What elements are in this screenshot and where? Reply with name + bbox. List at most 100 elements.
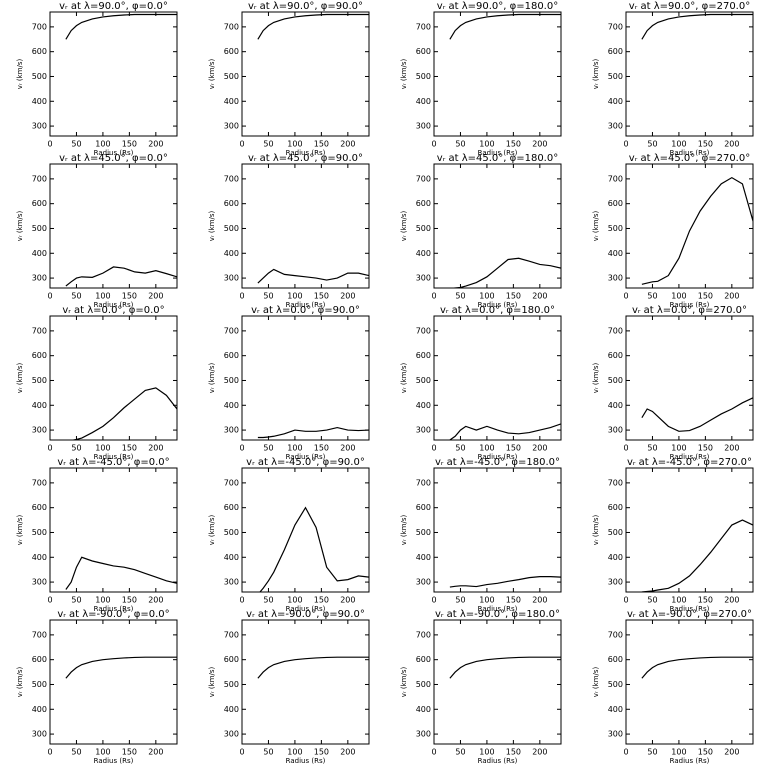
- data-line: [257, 426, 369, 439]
- data-line: [257, 656, 369, 679]
- panel: vᵣ at λ=0.0°, φ=90.0° 300 400 500 600 700 0 50 1…: [208, 305, 370, 461]
- y-tick-label: 600: [32, 503, 47, 512]
- y-tick-label: 300: [608, 730, 623, 739]
- y-tick-label: 500: [416, 376, 431, 385]
- x-tick-label: 200: [340, 140, 355, 149]
- panel: vᵣ at λ=-90.0°, φ=270.0° 300 400 500 600 700 0…: [592, 609, 754, 765]
- y-tick-label: 400: [32, 553, 47, 562]
- data-line: [257, 268, 369, 284]
- y-tick-label: 700: [32, 478, 47, 487]
- y-tick-label: 700: [224, 630, 239, 639]
- panel: vᵣ at λ=-45.0°, φ=270.0° 300 400 500 600 700 0…: [592, 457, 754, 613]
- x-tick-label: 150: [314, 596, 329, 605]
- y-tick-label: 400: [416, 401, 431, 410]
- y-tick-label: 500: [608, 72, 623, 81]
- x-axis-label: Radius (Rs): [286, 605, 326, 613]
- x-tick-label: 150: [506, 292, 521, 301]
- x-tick-label: 0: [431, 596, 436, 605]
- x-tick-label: 50: [455, 596, 465, 605]
- plot-frame: [49, 315, 178, 441]
- y-tick-label: 700: [224, 478, 239, 487]
- x-tick-label: 150: [698, 292, 713, 301]
- panel-title: vᵣ at λ=45.0°, φ=90.0°: [248, 153, 363, 164]
- x-tick-label: 150: [506, 596, 521, 605]
- y-tick-label: 300: [416, 426, 431, 435]
- y-axis-label: vᵣ (km/s): [592, 58, 600, 89]
- x-tick-label: 0: [47, 748, 52, 757]
- x-axis-label: Radius (Rs): [94, 453, 134, 461]
- x-tick-label: 50: [71, 444, 81, 453]
- y-tick-label: 700: [224, 326, 239, 335]
- y-tick-label: 400: [224, 97, 239, 106]
- data-line: [449, 576, 561, 588]
- x-tick-label: 50: [647, 596, 657, 605]
- y-tick-label: 400: [608, 249, 623, 258]
- plot-frame: [625, 467, 754, 593]
- y-tick-label: 600: [224, 199, 239, 208]
- y-axis-label: vᵣ (km/s): [592, 666, 600, 697]
- y-tick-label: 300: [416, 122, 431, 131]
- x-tick-label: 200: [340, 748, 355, 757]
- y-tick-label: 700: [608, 22, 623, 31]
- x-tick-label: 0: [431, 444, 436, 453]
- y-tick-label: 400: [224, 553, 239, 562]
- y-axis-label: vᵣ (km/s): [592, 514, 600, 545]
- plot-frame: [433, 467, 562, 593]
- plot-frame: [433, 11, 562, 137]
- x-tick-label: 50: [647, 140, 657, 149]
- y-tick-label: 400: [416, 553, 431, 562]
- plot-frame: [625, 11, 754, 137]
- x-tick-label: 50: [647, 444, 657, 453]
- x-axis-label: Radius (Rs): [670, 757, 710, 765]
- data-line: [449, 656, 561, 679]
- y-axis-label: vᵣ (km/s): [400, 362, 408, 393]
- y-axis-label: vᵣ (km/s): [16, 362, 24, 393]
- y-tick-label: 400: [224, 249, 239, 258]
- x-tick-label: 200: [724, 748, 739, 757]
- panel: vᵣ at λ=-45.0°, φ=0.0° 300 400 500 600 700 0 50…: [16, 457, 178, 613]
- y-tick-label: 600: [224, 351, 239, 360]
- panel: vᵣ at λ=45.0°, φ=90.0° 300 400 500 600 700 0 50…: [208, 153, 370, 309]
- panel: vᵣ at λ=45.0°, φ=0.0° 300 400 500 600 700 0 50 1…: [16, 153, 178, 309]
- plot-frame: [49, 467, 178, 593]
- panel-title: vᵣ at λ=90.0°, φ=180.0°: [437, 1, 558, 12]
- y-axis-label: vᵣ (km/s): [400, 210, 408, 241]
- y-tick-label: 600: [32, 655, 47, 664]
- y-axis-label: vᵣ (km/s): [16, 514, 24, 545]
- x-tick-label: 100: [95, 140, 110, 149]
- x-tick-label: 150: [122, 292, 137, 301]
- x-tick-label: 0: [431, 292, 436, 301]
- x-tick-label: 150: [122, 140, 137, 149]
- y-tick-label: 400: [32, 249, 47, 258]
- x-tick-label: 50: [263, 596, 273, 605]
- x-tick-label: 100: [287, 292, 302, 301]
- x-axis-label: Radius (Rs): [286, 453, 326, 461]
- x-axis-label: Radius (Rs): [478, 149, 518, 157]
- x-tick-label: 150: [122, 444, 137, 453]
- x-axis-label: Radius (Rs): [286, 149, 326, 157]
- panel-title: vᵣ at λ=90.0°, φ=270.0°: [629, 1, 750, 12]
- panel-title: vᵣ at λ=0.0°, φ=0.0°: [62, 305, 164, 316]
- x-tick-label: 0: [47, 444, 52, 453]
- x-tick-label: 200: [532, 748, 547, 757]
- y-tick-label: 300: [224, 274, 239, 283]
- y-tick-label: 500: [608, 680, 623, 689]
- x-tick-label: 50: [455, 292, 465, 301]
- y-tick-label: 400: [224, 401, 239, 410]
- x-axis-label: Radius (Rs): [670, 149, 710, 157]
- y-tick-label: 400: [32, 401, 47, 410]
- x-tick-label: 0: [623, 292, 628, 301]
- x-tick-label: 50: [71, 748, 81, 757]
- panel: vᵣ at λ=90.0°, φ=90.0° 300 400 500 600 700 0 50…: [208, 1, 370, 157]
- x-tick-label: 200: [148, 444, 163, 453]
- x-axis-label: Radius (Rs): [478, 453, 518, 461]
- y-tick-label: 600: [608, 351, 623, 360]
- x-tick-label: 100: [479, 444, 494, 453]
- plot-frame: [241, 11, 370, 137]
- y-tick-label: 600: [416, 47, 431, 56]
- y-tick-label: 300: [32, 730, 47, 739]
- y-tick-label: 500: [416, 680, 431, 689]
- x-tick-label: 50: [455, 748, 465, 757]
- plot-frame: [241, 619, 370, 745]
